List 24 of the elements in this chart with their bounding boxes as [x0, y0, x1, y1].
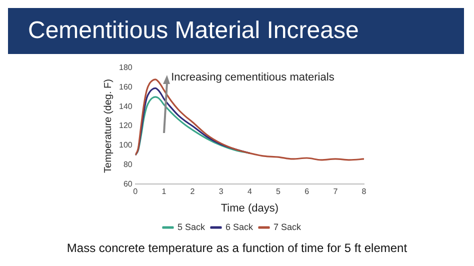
y-tick-label: 120	[118, 121, 133, 130]
annotation: Increasing cementitious materials	[171, 71, 335, 84]
chart-title: Cementitious Material Increase	[8, 8, 464, 54]
y-axis-title: Temperature (deg. F)	[102, 79, 114, 173]
legend-label: 6 Sack	[225, 222, 254, 232]
x-tick-label: 4	[247, 187, 252, 196]
x-tick-label: 8	[362, 187, 367, 196]
legend-label: 5 Sack	[177, 222, 206, 232]
x-tick-label: 2	[190, 187, 196, 196]
x-tick-label: 0	[133, 187, 138, 196]
legend-label: 7 Sack	[274, 222, 302, 232]
y-tick-label: 100	[118, 140, 133, 150]
y-tick-label: 80	[123, 160, 133, 170]
y-tick-label: 160	[118, 82, 133, 92]
text: Mass concrete temperature as a function of time for 5 ft element	[66, 241, 408, 255]
x-tick-label: 7	[333, 187, 338, 196]
x-tick-label: 3	[218, 187, 224, 196]
x-tick-label: 5	[276, 187, 282, 196]
x-axis-title: Time (days)	[220, 202, 278, 214]
x-tick-label: 6	[304, 187, 310, 196]
x-tick-label: 1	[162, 187, 167, 196]
y-tick-label: 140	[118, 102, 133, 111]
y-tick-label: 180	[118, 63, 133, 72]
y-tick-label: 60	[123, 179, 133, 188]
